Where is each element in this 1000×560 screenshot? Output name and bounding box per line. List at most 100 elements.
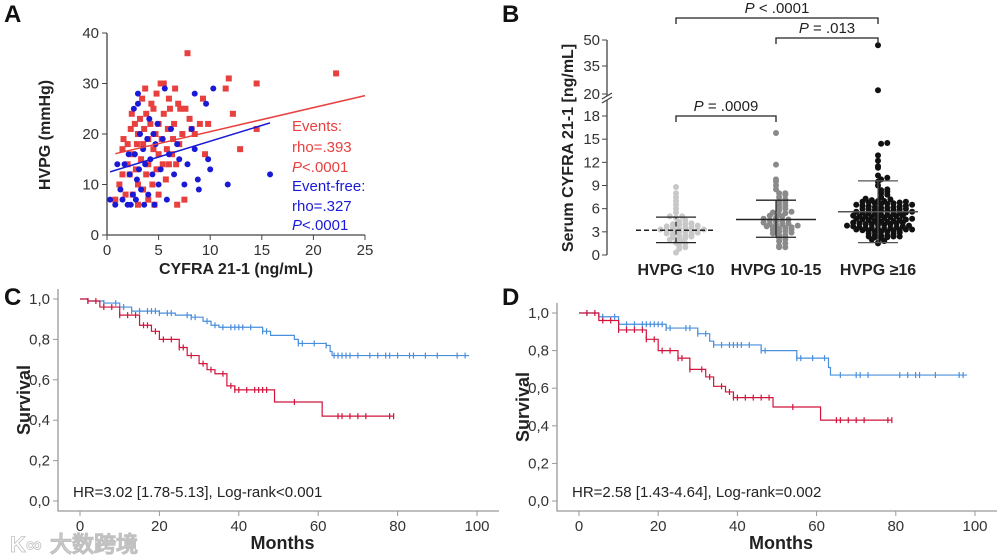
events-point: [134, 181, 141, 188]
x-tick-label: 20: [151, 518, 168, 535]
event-free-point: [191, 146, 198, 153]
event-free-point: [127, 201, 134, 208]
events-point: [128, 110, 135, 117]
events-point: [253, 125, 260, 132]
y-tick-label: 0,8: [29, 331, 50, 348]
events-point: [186, 115, 193, 122]
p-label: P: [694, 98, 704, 115]
y-tick-label: 0: [592, 247, 600, 264]
group-2-point: [884, 174, 891, 181]
group-1-point: [782, 190, 789, 197]
events-point: [153, 166, 160, 173]
group-0-point: [657, 226, 664, 233]
events-point: [138, 156, 145, 163]
events-point: [199, 95, 206, 102]
group-1-point: [769, 209, 776, 216]
events-point: [145, 161, 152, 168]
events-point: [143, 171, 150, 178]
y-tick-label: 0,4: [528, 418, 549, 435]
y-tick-label: 1,0: [29, 291, 50, 308]
group-0-point: [694, 227, 701, 234]
x-tick-label: 5: [154, 242, 162, 259]
events-point: [132, 166, 139, 173]
events-point: [333, 70, 340, 77]
y-tick-label: 0,6: [29, 372, 50, 389]
group-2-point: [862, 195, 869, 202]
events-point: [127, 125, 134, 132]
group-0-point: [669, 221, 676, 228]
event-free-point: [203, 100, 210, 107]
group-1-point: [776, 211, 783, 218]
event-free-point: [137, 131, 144, 137]
event-free-point: [141, 201, 148, 208]
events-point: [157, 80, 164, 87]
group-0-point: [694, 222, 701, 229]
km-hr-annotation: HR=3.02 [1.78-5.13], Log-rank<0.001: [73, 484, 322, 501]
event-free-p: P<.0001: [292, 217, 348, 234]
events-point: [179, 131, 186, 137]
event-free-point: [117, 186, 124, 193]
y-tick-label: 3: [592, 224, 600, 241]
events-point: [165, 95, 172, 102]
x-tick-label: 0: [575, 518, 583, 535]
events-point: [124, 141, 131, 148]
events-annotation: Events: rho=.393 P<.0001: [292, 118, 352, 176]
events-point: [237, 146, 244, 153]
x-tick-label: 20: [650, 518, 667, 535]
events-point: [172, 85, 179, 92]
events-point: [142, 85, 149, 92]
x-tick-label: 25: [357, 242, 374, 259]
event-free-point: [205, 156, 212, 163]
events-point: [148, 100, 155, 107]
group-1-point: [788, 208, 795, 215]
y-tick-label: 18: [583, 108, 600, 125]
y-tick-label: 40: [82, 25, 99, 42]
km-xlabel: Months: [251, 533, 315, 553]
event-free-point: [119, 196, 126, 203]
event-free-point: [130, 105, 137, 112]
y-tick-label: 0,0: [528, 493, 549, 510]
km-xlabel: Months: [749, 533, 813, 553]
group-2-point: [844, 222, 850, 229]
km-curve-low: [579, 312, 968, 376]
group-2-point: [906, 222, 912, 229]
km-axes: [556, 303, 997, 512]
event-free-point: [135, 166, 142, 173]
group-2-point: [887, 196, 894, 203]
events-p-value: <.0001: [302, 159, 348, 176]
y-tick-label: 0: [91, 227, 99, 244]
group-1-point: [776, 242, 783, 249]
event-free-point: [146, 115, 153, 122]
km-curve-high: [579, 312, 892, 421]
event-free-point: [159, 136, 166, 143]
event-free-p-label: P: [292, 217, 302, 234]
km-axes: [57, 289, 499, 512]
x-tick-label: 15: [253, 242, 270, 259]
events-point: [196, 120, 203, 127]
group-0-point: [679, 213, 686, 220]
event-free-point: [150, 131, 157, 137]
axis-break-mark: [601, 92, 613, 104]
group-2-point: [875, 42, 881, 49]
group-1-point: [782, 196, 789, 203]
group-1-point: [760, 215, 767, 222]
events-point: [120, 136, 127, 143]
event-free-point: [149, 171, 156, 178]
events-point: [134, 201, 141, 208]
x-tick-label: 20: [305, 242, 322, 259]
group-2-point: [902, 198, 909, 205]
panel-c-km: 0,0 0,2 0,4 0,6 0,8 1,0 0 20 40 60 80 100 Survival Mo…: [14, 289, 499, 553]
events-point: [119, 146, 126, 153]
events-point: [205, 120, 212, 127]
y-tick-label: 10: [82, 177, 99, 194]
group-2-point: [875, 163, 881, 170]
y-tick-label: 50: [583, 32, 600, 49]
event-free-point: [126, 171, 133, 178]
events-point: [184, 50, 191, 57]
events-p-label: P: [292, 159, 302, 176]
group-2-point: [868, 197, 875, 204]
events-point: [174, 201, 181, 208]
x-tick-label: 10: [202, 242, 219, 259]
km-ylabel: Survival: [513, 372, 533, 442]
y-tick-label: 0,2: [528, 455, 549, 472]
